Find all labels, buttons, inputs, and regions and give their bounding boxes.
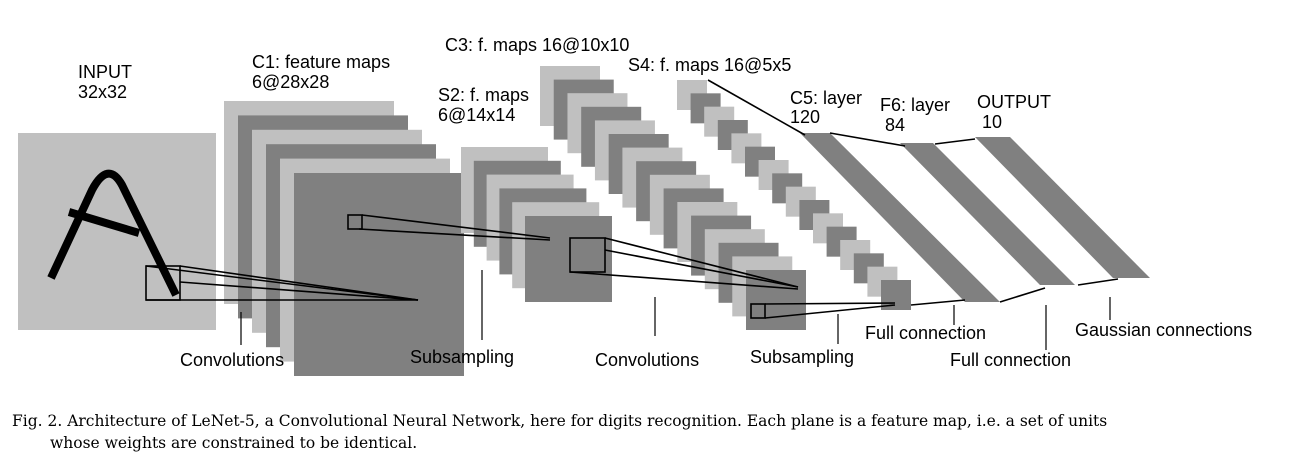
op-subsampling-1: Subsampling <box>410 347 514 367</box>
c1-size: 6@28x28 <box>252 72 329 92</box>
op-convolutions-1: Convolutions <box>180 350 284 370</box>
connection-line <box>934 138 976 145</box>
s2-size: 6@14x14 <box>438 105 515 125</box>
kernel-line <box>179 265 419 301</box>
output-size: 10 <box>982 112 1002 132</box>
c5-layer <box>800 133 1000 302</box>
op-full-connection-1: Full connection <box>865 323 986 343</box>
caption-line-1: Fig. 2. Architecture of LeNet-5, a Convo… <box>12 412 1108 430</box>
s2-kernel-box <box>569 237 606 273</box>
output-label: OUTPUT <box>977 92 1051 112</box>
f6-label: F6: layer <box>880 95 950 115</box>
letter-a-glyph <box>47 169 180 297</box>
c1-kernel-box <box>347 214 363 230</box>
s4-feature-map <box>881 280 911 310</box>
input-label: INPUT <box>78 62 132 82</box>
kernel-line <box>764 302 896 305</box>
op-gaussian-connections: Gaussian connections <box>1075 320 1252 340</box>
connection-line <box>910 299 966 306</box>
c1-label: C1: feature maps <box>252 52 390 72</box>
c5-size: 120 <box>790 107 820 127</box>
kernel-line <box>179 281 419 301</box>
c3-label: C3: f. maps 16@10x10 <box>445 35 629 55</box>
f6-layer <box>900 143 1075 285</box>
kernel-line <box>764 304 896 319</box>
op-full-connection-2: Full connection <box>950 350 1071 370</box>
c3-feature-map <box>746 270 806 330</box>
op-subsampling-2: Subsampling <box>750 347 854 367</box>
connection-line <box>707 79 806 136</box>
kernel-line <box>361 214 551 239</box>
op-convolutions-2: Convolutions <box>595 350 699 370</box>
c1-feature-map <box>294 173 464 376</box>
c5-label: C5: layer <box>790 88 862 108</box>
s4-label: S4: f. maps 16@5x5 <box>628 55 791 75</box>
kernel-line <box>604 249 799 288</box>
output-layer <box>975 137 1150 278</box>
f6-size: 84 <box>885 115 905 135</box>
caption-line-2: whose weights are constrained to be iden… <box>50 434 418 452</box>
connection-line <box>1077 278 1119 286</box>
kernel-line <box>569 271 799 290</box>
kernel-line <box>358 228 551 241</box>
input-size: 32x32 <box>78 82 127 102</box>
s2-label: S2: f. maps <box>438 85 529 105</box>
connection-line <box>999 287 1046 303</box>
kernel-line <box>145 265 419 301</box>
input-plane <box>18 133 216 330</box>
figure-caption: Fig. 2. Architecture of LeNet-5, a Convo… <box>12 410 1297 454</box>
c3-kernel-box <box>750 303 766 319</box>
connection-line <box>829 132 906 147</box>
kernel-line <box>604 237 799 288</box>
s2-feature-map <box>525 216 612 302</box>
